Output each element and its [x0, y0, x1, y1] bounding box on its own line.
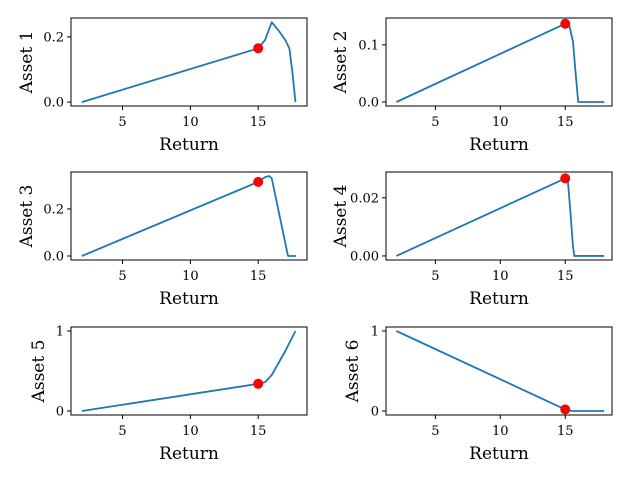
y-axis-label: Asset 2 [331, 31, 351, 95]
x-tick-label: 5 [118, 269, 126, 284]
series-line [81, 330, 297, 412]
y-tick-label: 0.1 [358, 38, 379, 53]
x-tick-label: 10 [492, 115, 509, 130]
series-line [396, 22, 605, 103]
series-line [396, 330, 605, 412]
y-tick-label: 0 [371, 405, 379, 420]
x-tick-label: 5 [431, 115, 439, 130]
x-tick-label: 10 [492, 424, 509, 439]
axes-frame [70, 171, 308, 261]
x-tick-label: 10 [182, 269, 199, 284]
x-tick-label: 15 [250, 269, 267, 284]
highlight-point [253, 43, 264, 54]
x-axis-label: Return [159, 135, 219, 155]
x-tick-label: 5 [431, 424, 439, 439]
axes-frame [70, 17, 308, 107]
highlight-point [253, 378, 264, 389]
y-tick-label: 0 [56, 405, 64, 420]
y-tick-label: 0.2 [43, 202, 64, 217]
y-tick-label: 0.0 [43, 96, 64, 111]
y-tick-label: 0.00 [350, 249, 379, 264]
axes-frame [70, 326, 308, 416]
y-axis-label: Asset 5 [29, 340, 49, 404]
x-tick-label: 10 [492, 269, 509, 284]
x-tick-label: 5 [118, 115, 126, 130]
y-tick-label: 0.2 [43, 30, 64, 45]
subplot-3: 5 10 15 0.0 0.2 Return Asset 3 [17, 171, 308, 309]
x-axis-label: Return [159, 289, 219, 309]
subplot-6: 5 10 15 0 1 Return Asset 6 [343, 325, 613, 464]
subplot-4: 5 10 15 0.00 0.02 Return Asset 4 [331, 171, 613, 309]
subplot-1: 5 10 15 0.0 0.2 Return Asset 1 [17, 17, 308, 155]
y-tick-label: 0.0 [43, 250, 64, 265]
x-tick-label: 15 [250, 115, 267, 130]
axes-frame [385, 17, 613, 107]
y-axis-label: Asset 6 [343, 340, 363, 404]
x-tick-label: 5 [118, 424, 126, 439]
y-axis-label: Asset 4 [331, 185, 351, 249]
series-line [81, 21, 297, 103]
x-tick-label: 15 [557, 115, 574, 130]
x-axis-label: Return [159, 444, 219, 464]
highlight-point [560, 404, 571, 415]
x-tick-label: 10 [182, 115, 199, 130]
subplot-5: 5 10 15 0 1 Return Asset 5 [29, 325, 308, 464]
x-axis-label: Return [469, 444, 529, 464]
x-axis-label: Return [469, 135, 529, 155]
x-tick-label: 15 [250, 424, 267, 439]
axes-frame [385, 171, 613, 261]
y-axis-label: Asset 1 [17, 31, 37, 95]
y-tick-label: 0.02 [350, 191, 379, 206]
x-tick-label: 15 [557, 269, 574, 284]
series-line [396, 177, 605, 257]
y-tick-label: 0.0 [358, 96, 379, 111]
subplot-2: 5 10 15 0.0 0.1 Return Asset 2 [331, 17, 613, 155]
highlight-point [253, 176, 264, 187]
x-tick-label: 10 [182, 424, 199, 439]
x-axis-label: Return [469, 289, 529, 309]
y-tick-label: 1 [371, 325, 379, 340]
x-tick-label: 5 [431, 269, 439, 284]
y-tick-label: 1 [56, 325, 64, 340]
highlight-point [560, 18, 571, 29]
series-line [81, 175, 297, 257]
x-tick-label: 15 [557, 424, 574, 439]
highlight-point [560, 173, 571, 184]
y-axis-label: Asset 3 [17, 185, 37, 249]
axes-frame [385, 326, 613, 416]
